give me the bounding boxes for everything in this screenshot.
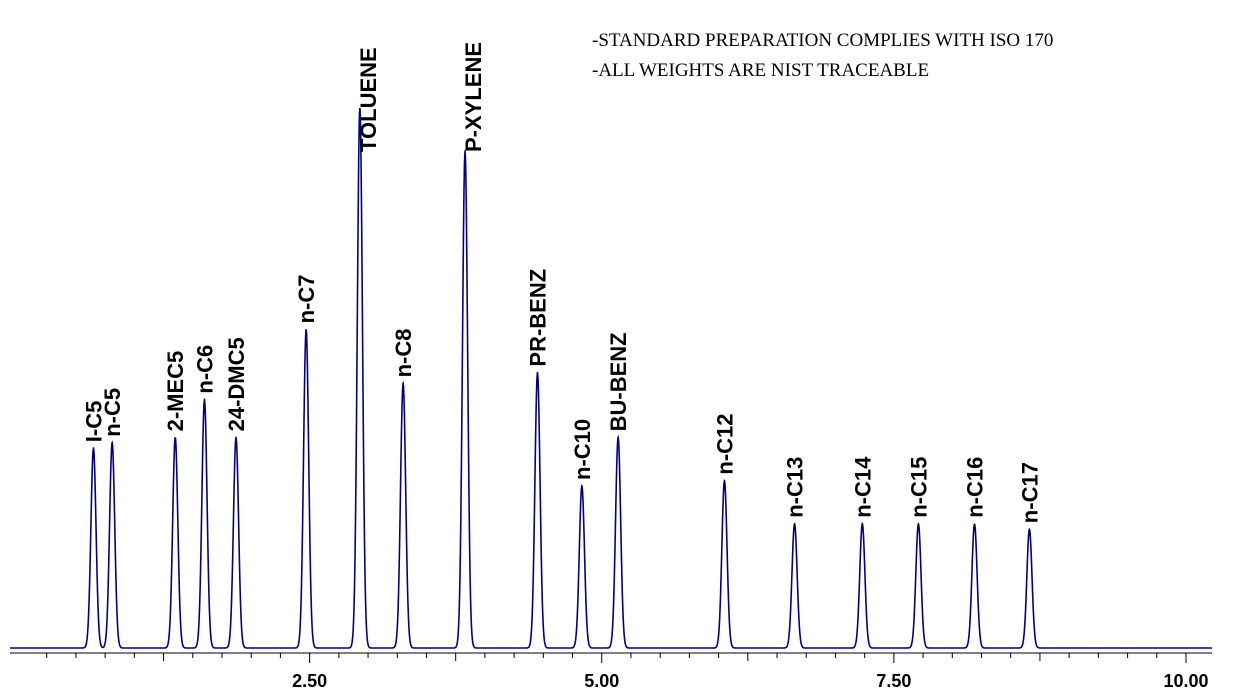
x-tick-label: 5.00: [584, 671, 619, 689]
x-tick-label: 2.50: [292, 671, 327, 689]
chromatogram-trace: [10, 107, 1212, 649]
peak-label: n-C8: [391, 329, 416, 378]
peak-label: n-C7: [294, 275, 319, 324]
note-nist-traceable: -ALL WEIGHTS ARE NIST TRACEABLE: [592, 60, 930, 81]
x-tick-label: 10.00: [1163, 671, 1208, 689]
x-tick-label: 7.50: [876, 671, 911, 689]
x-axis-tick-labels: 2.50 5.00 7.50 10.00: [292, 671, 1208, 689]
peak-label: 24-DMC5: [224, 337, 249, 431]
peak-label: n-C13: [783, 457, 808, 518]
peak-label: P-XYLENE: [461, 42, 486, 152]
peak-label: I-C5: [82, 401, 107, 443]
peak-label: n-C15: [906, 457, 931, 518]
peak-label: n-C6: [193, 345, 218, 394]
peak-label: BU-BENZ: [606, 332, 631, 431]
peak-label: TOLUENE: [356, 47, 381, 152]
peak-label: n-C12: [712, 413, 737, 474]
note-iso-compliance: -STANDARD PREPARATION COMPLIES WITH ISO …: [592, 30, 1054, 51]
peak-label: n-C17: [1017, 462, 1042, 523]
peak-label: n-C5: [100, 388, 125, 437]
peak-labels: I-C5n-C5 2-MEC5 n-C6 24-DMC5 n-C7 TOLUENE n-C8…: [82, 42, 1043, 523]
peak-label: n-C14: [850, 456, 875, 518]
peak-label: n-C16: [963, 457, 988, 518]
peak-label: n-C10: [570, 419, 595, 480]
peak-label: PR-BENZ: [526, 269, 551, 367]
peak-label: 2-MEC5: [163, 351, 188, 432]
x-axis-ticks: [46, 653, 1187, 663]
